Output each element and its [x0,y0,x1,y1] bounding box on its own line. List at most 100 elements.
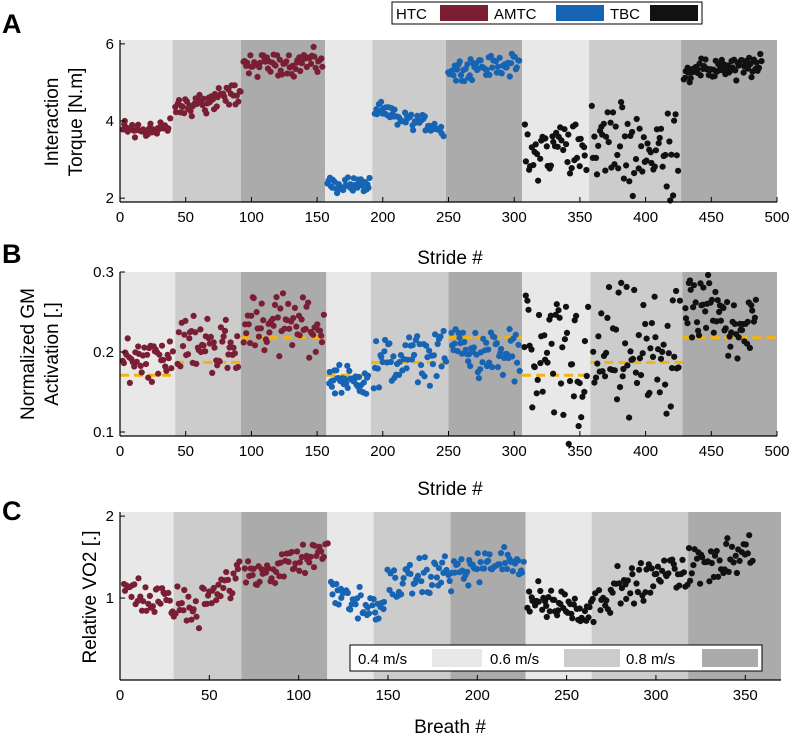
data-point-b-htc-113 [270,322,277,329]
data-point-a-htc-113 [267,68,274,75]
data-point-b-tbc-465 [734,355,741,362]
data-point-c-tbc-362 [661,557,668,564]
data-point-a-tbc-385 [632,156,640,163]
data-point-b-tbc-466 [735,334,742,341]
data-point-a-tbc-482 [757,50,764,58]
data-point-c-tbc-345 [634,588,642,596]
data-point-c-htc-109 [291,565,298,572]
data-point-c-htc-61 [215,581,222,588]
data-point-b-tbc-357 [594,360,601,367]
data-point-b-tbc-429 [692,299,699,306]
legend-swatch-htc [440,5,488,21]
data-point-a-htc-38 [165,125,172,132]
data-point-c-amtc-235 [474,550,481,557]
data-point-b-tbc-476 [746,344,754,351]
data-point-a-htc-127 [285,52,292,59]
data-point-c-tbc-387 [699,554,706,561]
data-point-b-amtc-249 [451,340,458,347]
data-point-a-tbc-333 [558,137,565,144]
data-point-b-tbc-428 [690,282,698,289]
data-point-c-htc-112 [296,567,303,575]
data-point-a-amtc-298 [508,60,515,67]
data-point-c-htc-119 [306,559,313,566]
data-point-b-htc-54 [192,329,199,336]
data-point-a-tbc-375 [619,104,626,111]
data-point-b-amtc-190 [370,385,377,392]
speed-legend: 0.4 m/s 0.6 m/s 0.8 m/s [349,644,763,672]
data-point-a-tbc-347 [577,135,584,142]
speed-band-a-6 [522,40,590,202]
data-point-c-tbc-375 [680,569,688,576]
data-point-a-tbc-316 [535,177,542,184]
data-point-c-htc-58 [210,584,217,592]
data-point-b-tbc-314 [534,376,541,383]
data-point-b-tbc-352 [583,372,590,380]
data-point-b-htc-92 [243,330,250,337]
data-point-b-htc-85 [230,344,237,351]
data-point-b-tbc-412 [667,403,674,410]
data-point-b-amtc-272 [479,359,486,366]
legend-label-speed-04: 0.4 m/s [358,651,407,668]
data-point-a-htc-88 [233,92,240,99]
data-point-b-tbc-418 [675,364,682,371]
data-point-b-tbc-416 [673,287,680,295]
data-point-a-tbc-356 [593,171,601,178]
data-point-b-tbc-341 [568,361,576,368]
data-point-a-htc-43 [175,97,183,104]
data-point-a-tbc-475 [748,74,755,81]
data-point-b-tbc-358 [595,333,602,340]
data-point-c-tbc-358 [654,563,662,570]
data-point-b-tbc-400 [651,293,658,300]
data-point-a-htc-141 [303,63,310,71]
data-point-a-tbc-432 [697,72,704,79]
data-point-c-tbc-279 [539,606,546,613]
data-point-a-amtc-232 [421,113,428,120]
data-point-b-htc-44 [179,343,187,350]
data-point-c-amtc-203 [429,582,436,589]
data-point-b-htc-6 [126,379,133,386]
data-point-a-tbc-408 [663,183,670,190]
x-tick-label-a-150: 150 [305,209,330,226]
data-point-b-tbc-384 [629,355,637,362]
data-point-b-tbc-427 [690,304,697,311]
data-point-a-tbc-461 [732,67,739,74]
data-point-b-tbc-448 [714,297,721,304]
data-point-b-tbc-422 [684,320,691,327]
data-point-a-tbc-384 [631,170,638,177]
data-point-a-tbc-355 [592,154,600,161]
data-point-b-htc-134 [298,316,305,323]
data-point-b-amtc-253 [456,334,463,341]
data-point-b-htc-105 [260,317,267,324]
data-point-c-tbc-318 [590,618,597,626]
data-point-b-tbc-353 [585,303,592,310]
data-point-a-htc-82 [226,101,233,108]
data-point-c-htc-66 [223,569,230,576]
data-point-a-tbc-407 [662,151,669,159]
data-point-b-htc-14 [137,362,144,369]
data-point-a-amtc-261 [461,78,468,85]
data-point-a-htc-103 [254,73,261,80]
data-point-b-tbc-436 [700,284,707,291]
data-point-a-tbc-350 [581,152,588,159]
data-point-b-amtc-209 [395,371,403,378]
data-point-b-tbc-388 [635,332,642,339]
data-point-c-tbc-385 [697,580,704,587]
data-point-b-amtc-230 [423,342,430,349]
data-point-a-htc-105 [256,59,263,66]
data-point-b-amtc-262 [467,363,474,370]
data-point-a-tbc-472 [744,65,752,72]
data-point-c-amtc-223 [458,556,465,563]
data-point-c-htc-81 [249,572,256,579]
data-point-c-tbc-360 [657,578,664,585]
data-point-a-tbc-376 [620,175,628,182]
data-point-b-tbc-457 [725,352,732,359]
data-point-b-htc-46 [182,317,189,324]
data-point-a-htc-52 [187,107,194,114]
data-point-b-htc-55 [193,360,200,367]
data-point-b-tbc-370 [611,367,618,374]
data-point-c-tbc-321 [597,607,604,614]
data-point-c-tbc-354 [648,565,655,572]
data-point-b-tbc-402 [654,376,661,383]
data-point-b-htc-104 [258,300,265,307]
data-point-a-amtc-257 [456,58,463,65]
